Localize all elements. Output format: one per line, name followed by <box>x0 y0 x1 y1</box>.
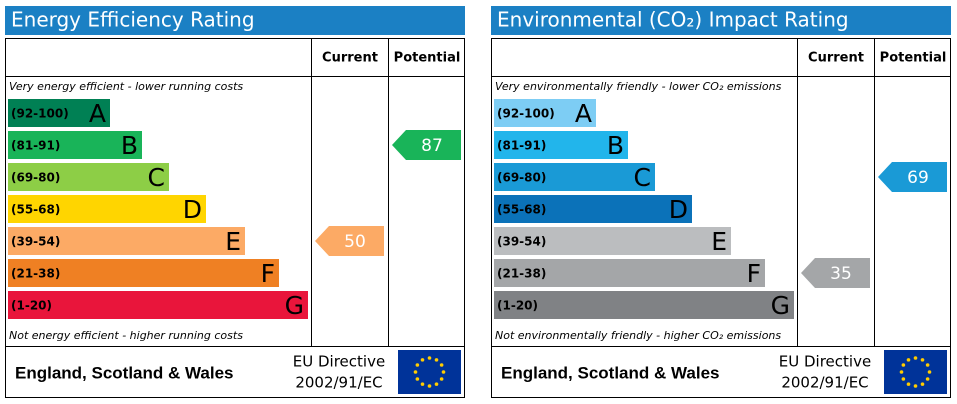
band-bar <box>8 291 308 319</box>
band-range: (81-91) <box>11 139 60 153</box>
band-range: (1-20) <box>497 299 538 313</box>
rating-value: 87 <box>421 136 443 156</box>
band-range: (92-100) <box>11 107 69 121</box>
eu-star <box>420 382 425 386</box>
eu-star <box>413 370 418 374</box>
band-bar <box>494 131 628 159</box>
eu-star <box>439 377 444 381</box>
band-letter: C <box>148 163 165 192</box>
band-range: (1-20) <box>11 299 52 313</box>
footer-directive: EU Directive <box>779 353 871 371</box>
band-bar <box>494 259 765 287</box>
eu-star <box>913 384 918 388</box>
eu-star <box>927 370 932 374</box>
eu-star <box>415 377 420 381</box>
panel-title: Energy Efficiency Rating <box>11 8 255 32</box>
band-range: (81-91) <box>497 139 546 153</box>
band-letter: A <box>89 99 106 128</box>
rating-arrow <box>878 162 947 192</box>
band-letter: F <box>747 259 761 288</box>
band-bar <box>8 227 245 255</box>
band-range: (92-100) <box>497 107 555 121</box>
eu-star <box>420 358 425 362</box>
eu-star <box>439 363 444 367</box>
rating-panel: Energy Efficiency Rating Current Potential… <box>5 6 465 398</box>
band-letter: A <box>575 99 592 128</box>
eu-star <box>427 384 432 388</box>
band-range: (69-80) <box>497 171 546 185</box>
top-note: Very energy efficient - lower running co… <box>9 80 243 93</box>
band-letter: G <box>285 291 304 320</box>
band-range: (55-68) <box>497 203 546 217</box>
band-bar <box>8 99 110 127</box>
rating-value: 50 <box>344 232 366 252</box>
frame <box>491 38 951 398</box>
band-range: (21-38) <box>11 267 60 281</box>
column-header: Current <box>322 51 378 66</box>
band-bar <box>494 227 731 255</box>
eu-star <box>434 382 439 386</box>
eu-star <box>415 363 420 367</box>
band-range: (21-38) <box>497 267 546 281</box>
footer-region: England, Scotland & Wales <box>15 363 234 382</box>
band-letter: E <box>711 227 727 256</box>
rating-arrow <box>392 130 461 160</box>
top-note: Very environmentally friendly - lower CO… <box>495 80 782 93</box>
rating-value: 69 <box>907 168 929 188</box>
band-range: (55-68) <box>11 203 60 217</box>
footer-directive-number: 2002/91/EC <box>781 374 868 392</box>
band-letter: C <box>634 163 651 192</box>
title-bar <box>491 6 951 35</box>
eu-star <box>901 363 906 367</box>
bottom-note: Not energy efficient - higher running co… <box>9 329 243 342</box>
rating-value: 35 <box>830 264 852 284</box>
band-letter: B <box>607 131 624 160</box>
band-bar <box>494 291 794 319</box>
band-letter: F <box>261 259 275 288</box>
eu-star <box>901 377 906 381</box>
column-header: Potential <box>394 51 461 66</box>
footer-region: England, Scotland & Wales <box>501 363 720 382</box>
eu-star <box>906 358 911 362</box>
eu-star <box>906 382 911 386</box>
eu-star <box>899 370 904 374</box>
eu-star <box>920 358 925 362</box>
band-range: (69-80) <box>11 171 60 185</box>
frame <box>5 38 465 398</box>
bottom-note: Not environmentally friendly - higher CO… <box>495 329 781 342</box>
eu-star <box>434 358 439 362</box>
column-header: Potential <box>880 51 947 66</box>
footer-directive: EU Directive <box>293 353 385 371</box>
band-letter: B <box>121 131 138 160</box>
band-range: (39-54) <box>11 235 60 249</box>
band-bar <box>494 99 596 127</box>
title-bar <box>5 6 465 35</box>
eu-star <box>913 356 918 360</box>
rating-arrow <box>801 258 870 288</box>
column-header: Current <box>808 51 864 66</box>
band-range: (39-54) <box>497 235 546 249</box>
band-letter: E <box>225 227 241 256</box>
band-letter: D <box>669 195 688 224</box>
eu-star <box>441 370 446 374</box>
rating-arrow <box>315 226 384 256</box>
footer-directive-number: 2002/91/EC <box>295 374 382 392</box>
band-letter: D <box>183 195 202 224</box>
eu-star <box>427 356 432 360</box>
band-letter: G <box>771 291 790 320</box>
band-bar <box>8 163 169 191</box>
band-bar <box>8 259 279 287</box>
panel-title: Environmental (CO₂) Impact Rating <box>497 8 849 32</box>
band-bar <box>8 195 206 223</box>
band-bar <box>494 163 655 191</box>
band-bar <box>494 195 692 223</box>
eu-star <box>920 382 925 386</box>
eu-star <box>925 377 930 381</box>
band-bar <box>8 131 142 159</box>
eu-star <box>925 363 930 367</box>
rating-panel: Environmental (CO₂) Impact Rating Current… <box>491 6 951 398</box>
